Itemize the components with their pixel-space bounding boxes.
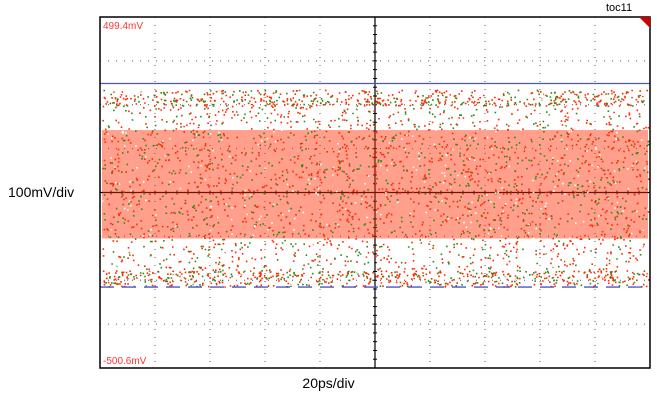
plot-frame: [99, 16, 651, 369]
graticule-grid: [100, 17, 650, 368]
trigger-marker-icon: [639, 17, 650, 28]
eye-diagram-trace: [102, 89, 650, 288]
bottom-voltage-readout: -500.6mV: [103, 356, 147, 367]
x-scale-label: 20ps/div: [302, 375, 355, 391]
eye-trace-core: [102, 130, 648, 239]
top-voltage-readout: 499.4mV: [103, 21, 143, 32]
y-scale-label: 100mV/div: [8, 184, 75, 200]
figure-id-label: toc11: [606, 2, 633, 14]
